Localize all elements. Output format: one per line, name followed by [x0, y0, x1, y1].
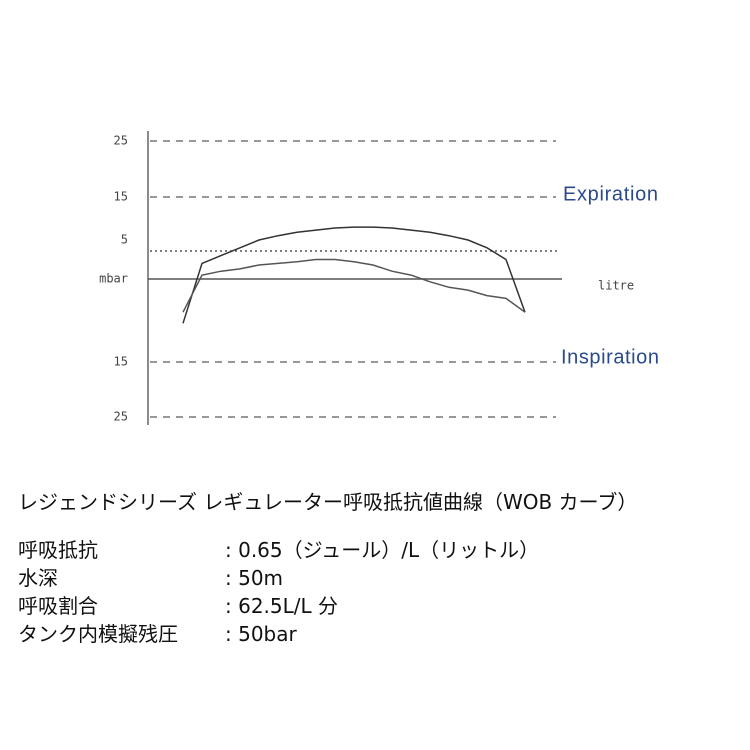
- spec-value: : 50m: [225, 566, 284, 590]
- spec-title: レジェンドシリーズ レギュレーター呼吸抵抗値曲線（WOB カーブ）: [18, 490, 638, 514]
- curve: [182, 226, 526, 324]
- y-tick-label: mbar: [99, 272, 128, 286]
- spec-label: 呼吸割合: [18, 594, 98, 618]
- y-tick-label: 25: [114, 134, 128, 148]
- spec-label: 呼吸抵抗: [18, 538, 98, 562]
- curve: [182, 258, 526, 313]
- y-tick-label: 25: [114, 410, 128, 424]
- y-tick-label: 5: [121, 233, 128, 247]
- annotation: Expiration: [563, 183, 658, 205]
- spec-value: : 62.5L/L 分: [225, 594, 339, 618]
- spec-value: : 50bar: [225, 622, 297, 646]
- spec-label: 水深: [18, 566, 58, 590]
- x-axis-label: litre: [598, 279, 634, 293]
- y-tick-label: 15: [114, 355, 128, 369]
- annotation: Inspiration: [561, 346, 659, 368]
- spec-value: : 0.65（ジュール）/L（リットル）: [225, 538, 540, 562]
- y-tick-label: 15: [114, 190, 128, 204]
- spec-label: タンク内模擬残圧: [18, 622, 178, 646]
- chart: 25 15 5 mbar 15 25 litre Expiration Inspiration: [99, 131, 659, 425]
